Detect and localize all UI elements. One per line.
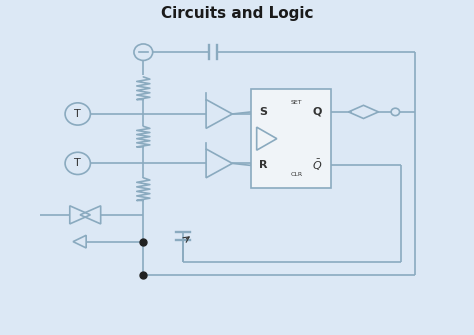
Text: SET: SET (291, 100, 302, 105)
Text: CLR: CLR (291, 172, 303, 177)
Text: Q: Q (313, 107, 322, 117)
Text: T: T (74, 158, 81, 169)
Text: Circuits and Logic: Circuits and Logic (161, 6, 313, 20)
Text: R: R (259, 160, 268, 171)
Text: T: T (74, 109, 81, 119)
Text: S: S (259, 107, 267, 117)
Bar (251, 89, 331, 188)
Text: $\bar{Q}$: $\bar{Q}$ (312, 158, 322, 173)
